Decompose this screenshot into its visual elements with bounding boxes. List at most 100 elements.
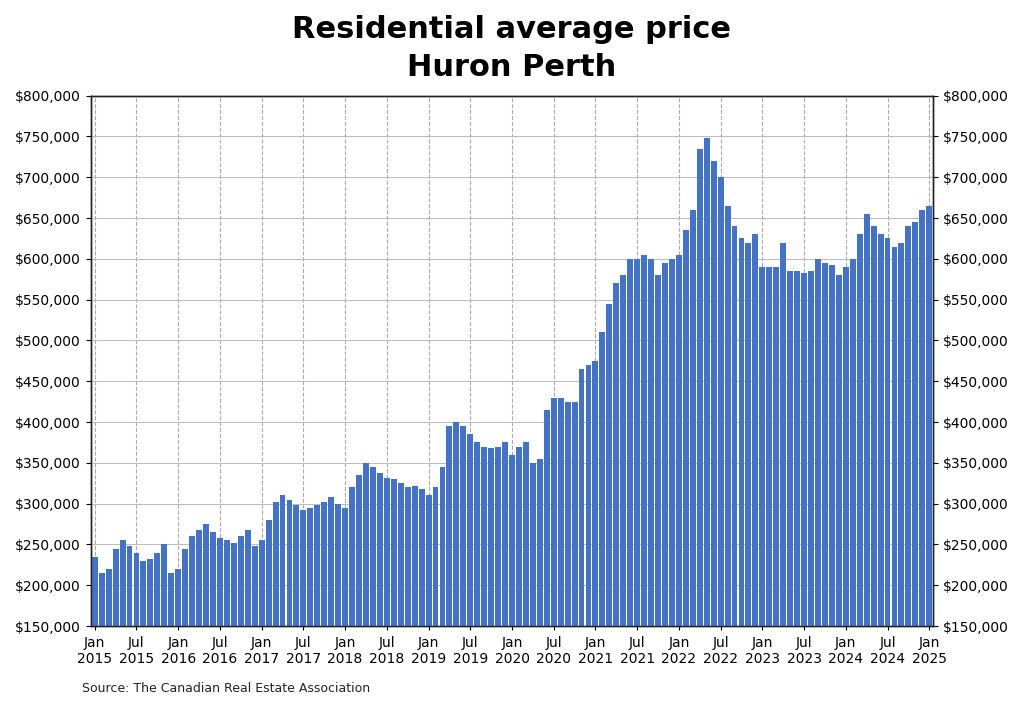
Bar (384, 477, 390, 702)
Bar (593, 361, 598, 702)
Bar (912, 222, 919, 702)
Bar (391, 479, 396, 702)
Bar (773, 267, 779, 702)
Bar (655, 275, 660, 702)
Bar (377, 472, 383, 702)
Bar (98, 573, 104, 702)
Bar (496, 446, 501, 702)
Bar (349, 487, 355, 702)
Bar (843, 267, 849, 702)
Bar (628, 259, 633, 702)
Bar (676, 255, 682, 702)
Bar (920, 210, 926, 702)
Bar (370, 467, 376, 702)
Bar (690, 210, 695, 702)
Bar (801, 272, 807, 702)
Bar (718, 177, 724, 702)
Bar (621, 275, 627, 702)
Title: Residential average price
Huron Perth: Residential average price Huron Perth (293, 15, 731, 82)
Bar (927, 206, 932, 702)
Bar (294, 505, 299, 702)
Bar (197, 530, 202, 702)
Bar (669, 259, 675, 702)
Bar (795, 271, 800, 702)
Bar (446, 426, 453, 702)
Bar (745, 242, 752, 702)
Bar (481, 446, 487, 702)
Bar (92, 557, 97, 702)
Bar (272, 502, 279, 702)
Bar (461, 426, 466, 702)
Bar (828, 265, 835, 702)
Bar (516, 446, 522, 702)
Bar (808, 271, 814, 702)
Bar (120, 541, 126, 702)
Bar (322, 502, 328, 702)
Bar (189, 536, 196, 702)
Bar (364, 463, 369, 702)
Bar (850, 259, 856, 702)
Bar (474, 442, 480, 702)
Bar (599, 332, 605, 702)
Bar (245, 530, 251, 702)
Bar (155, 552, 161, 702)
Bar (641, 255, 647, 702)
Bar (544, 410, 550, 702)
Bar (696, 149, 702, 702)
Bar (870, 226, 877, 702)
Bar (502, 442, 508, 702)
Bar (287, 500, 293, 702)
Bar (238, 536, 244, 702)
Bar (168, 573, 174, 702)
Bar (711, 161, 717, 702)
Bar (822, 263, 827, 702)
Bar (731, 226, 737, 702)
Bar (537, 458, 543, 702)
Bar (224, 541, 229, 702)
Bar (725, 206, 730, 702)
Bar (210, 532, 216, 702)
Bar (439, 467, 445, 702)
Bar (606, 304, 612, 702)
Bar (648, 259, 654, 702)
Bar (105, 569, 112, 702)
Bar (836, 275, 842, 702)
Bar (335, 503, 341, 702)
Bar (140, 561, 146, 702)
Bar (162, 545, 167, 702)
Bar (182, 548, 188, 702)
Bar (467, 435, 473, 702)
Bar (551, 397, 557, 702)
Bar (760, 267, 765, 702)
Bar (683, 230, 689, 702)
Bar (892, 246, 897, 702)
Bar (454, 422, 460, 702)
Bar (857, 234, 862, 702)
Bar (898, 242, 904, 702)
Bar (586, 365, 592, 702)
Bar (314, 505, 321, 702)
Bar (634, 259, 640, 702)
Bar (663, 263, 668, 702)
Bar (613, 284, 620, 702)
Bar (329, 497, 334, 702)
Bar (703, 138, 710, 702)
Bar (558, 397, 563, 702)
Bar (863, 214, 869, 702)
Bar (217, 538, 223, 702)
Bar (571, 402, 578, 702)
Bar (342, 508, 348, 702)
Bar (397, 483, 403, 702)
Text: Source: The Canadian Real Estate Association: Source: The Canadian Real Estate Associa… (82, 682, 370, 695)
Bar (426, 496, 431, 702)
Bar (307, 508, 313, 702)
Bar (529, 463, 536, 702)
Bar (579, 369, 585, 702)
Bar (356, 475, 361, 702)
Bar (230, 543, 237, 702)
Bar (885, 239, 891, 702)
Bar (412, 486, 418, 702)
Bar (252, 546, 258, 702)
Bar (127, 546, 132, 702)
Bar (133, 552, 139, 702)
